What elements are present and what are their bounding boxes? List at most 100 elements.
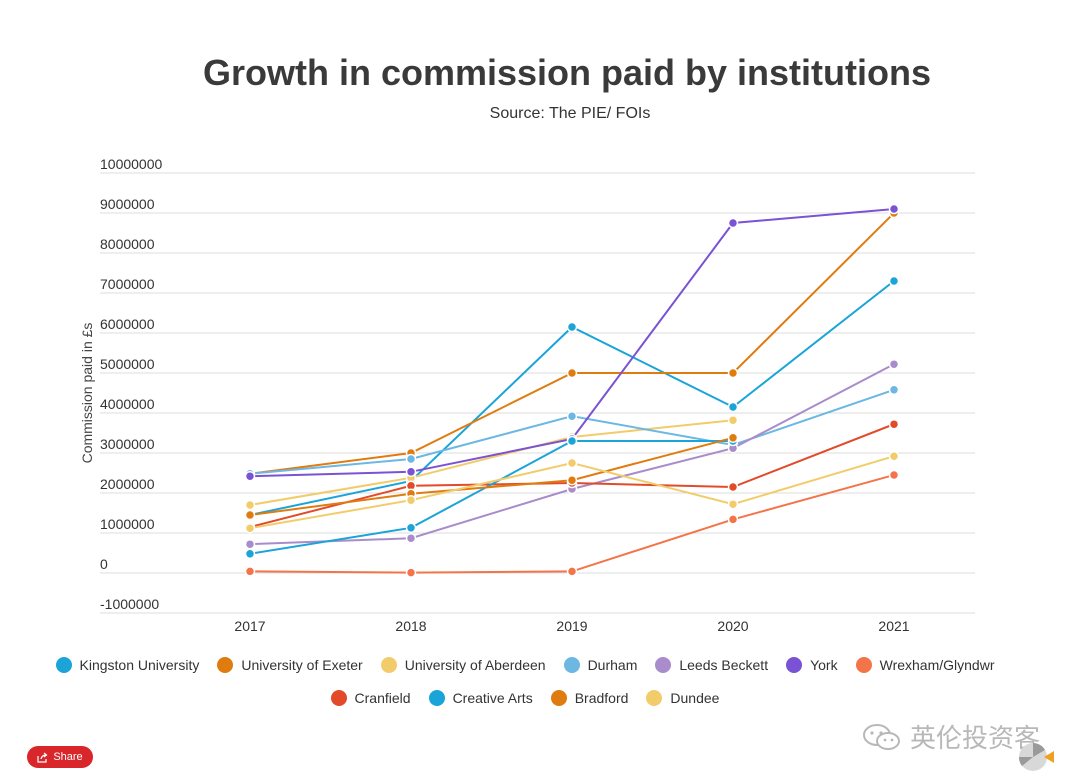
legend-item[interactable]: University of Exeter <box>217 657 363 673</box>
data-point[interactable] <box>888 418 900 430</box>
data-point[interactable] <box>405 532 417 544</box>
legend-marker-icon <box>786 657 803 673</box>
share-button[interactable]: Share <box>27 746 93 768</box>
data-point[interactable] <box>727 514 739 525</box>
data-point[interactable] <box>566 321 578 333</box>
legend-label: University of Aberdeen <box>404 657 546 673</box>
series-dundee <box>244 450 900 534</box>
series-line <box>249 363 895 546</box>
y-axis-label: Commission paid in £s <box>79 323 95 464</box>
legend-marker-icon <box>217 657 234 673</box>
data-point[interactable] <box>405 466 417 478</box>
legend-label: University of Exeter <box>241 657 363 673</box>
data-point[interactable] <box>405 494 417 506</box>
series-leeds-beckett <box>244 358 900 550</box>
legend-marker-icon <box>380 657 397 673</box>
legend-item[interactable]: University of Aberdeen <box>380 657 546 673</box>
legend-marker-icon <box>428 690 445 706</box>
data-point[interactable] <box>727 498 739 510</box>
legend-label: Dundee <box>670 690 720 706</box>
legend-item[interactable]: Bradford <box>550 690 628 706</box>
y-tick-label: 0 <box>100 556 108 572</box>
y-tick-label: 5000000 <box>100 356 155 372</box>
data-point[interactable] <box>566 410 578 422</box>
y-tick-label: 8000000 <box>100 236 155 252</box>
data-point[interactable] <box>244 548 256 560</box>
legend-item[interactable]: Durham <box>563 657 638 673</box>
data-point[interactable] <box>244 538 256 550</box>
data-point[interactable] <box>244 509 256 521</box>
legend-marker-icon <box>550 690 567 706</box>
data-point[interactable] <box>405 522 417 534</box>
legend-marker-icon <box>655 657 672 673</box>
data-point[interactable] <box>566 435 578 447</box>
grid-lines <box>100 172 975 614</box>
data-point[interactable] <box>405 453 417 465</box>
data-point[interactable] <box>405 567 417 578</box>
legend-item[interactable]: Cranfield <box>330 690 411 706</box>
legend-item[interactable]: Wrexham/Glyndwr <box>855 657 995 673</box>
series-line <box>249 419 734 506</box>
data-point[interactable] <box>888 450 900 462</box>
legend-marker-icon <box>563 657 580 673</box>
legend-row-1: Kingston University University of Exeter U… <box>0 657 1050 673</box>
data-point[interactable] <box>566 474 578 486</box>
y-tick-label: -1000000 <box>100 596 159 612</box>
share-label: Share <box>53 751 83 763</box>
x-tick-label: 2021 <box>878 618 909 634</box>
data-point[interactable] <box>727 432 739 444</box>
legend-label: Leeds Beckett <box>679 657 769 673</box>
data-point[interactable] <box>888 203 900 215</box>
legend-label: Creative Arts <box>452 690 533 706</box>
y-tick-label: 9000000 <box>100 196 155 212</box>
y-tick-label: 3000000 <box>100 436 155 452</box>
legend-item[interactable]: Creative Arts <box>428 690 533 706</box>
data-point[interactable] <box>727 414 739 426</box>
y-tick-label: 1000000 <box>100 516 155 532</box>
legend-label: Wrexham/Glyndwr <box>879 657 995 673</box>
x-axis-ticks: 2017 2018 2019 2020 2021 <box>234 618 909 634</box>
x-tick-label: 2020 <box>717 618 748 634</box>
data-point[interactable] <box>888 358 900 370</box>
series-line <box>249 440 733 555</box>
y-axis-ticks: 1000000090000008000000700000060000005000… <box>100 156 163 612</box>
y-tick-label: 4000000 <box>100 396 155 412</box>
data-point[interactable] <box>727 217 739 229</box>
y-tick-label: 10000000 <box>100 156 163 172</box>
wechat-icon <box>863 723 900 750</box>
data-point[interactable] <box>727 367 739 379</box>
share-icon <box>37 752 48 763</box>
data-point[interactable] <box>244 522 256 534</box>
data-point[interactable] <box>566 566 578 577</box>
data-point[interactable] <box>244 499 256 511</box>
series-line <box>249 436 734 516</box>
line-chart: 1000000090000008000000700000060000005000… <box>79 156 975 634</box>
data-point[interactable] <box>727 401 739 413</box>
legend-label: York <box>810 657 838 673</box>
legend-item[interactable]: Dundee <box>646 690 719 706</box>
legend-label: Kingston University <box>79 657 200 673</box>
series-university-of-aberdeen <box>244 414 739 511</box>
legend-marker-icon <box>855 657 872 673</box>
data-point[interactable] <box>888 469 900 481</box>
data-point[interactable] <box>888 384 900 396</box>
x-tick-label: 2017 <box>234 618 265 634</box>
y-tick-label: 2000000 <box>100 476 155 492</box>
data-point[interactable] <box>566 367 578 379</box>
legend-item[interactable]: York <box>786 657 838 673</box>
y-tick-label: 7000000 <box>100 276 155 292</box>
data-point[interactable] <box>244 470 256 482</box>
data-point[interactable] <box>888 275 900 287</box>
legend-marker-icon <box>646 690 663 706</box>
legend-item[interactable]: Leeds Beckett <box>655 657 768 673</box>
logo-icon <box>1018 743 1054 771</box>
x-tick-label: 2019 <box>556 618 587 634</box>
legend-marker-icon <box>55 657 72 673</box>
legend-item[interactable]: Kingston University <box>55 657 200 673</box>
data-point[interactable] <box>566 457 578 469</box>
data-point[interactable] <box>727 481 739 493</box>
legend-label: Durham <box>587 657 638 673</box>
series-creative-arts <box>244 435 739 560</box>
data-point[interactable] <box>244 566 256 577</box>
chart-subtitle: Source: The PIE/ FOIs <box>489 105 651 122</box>
